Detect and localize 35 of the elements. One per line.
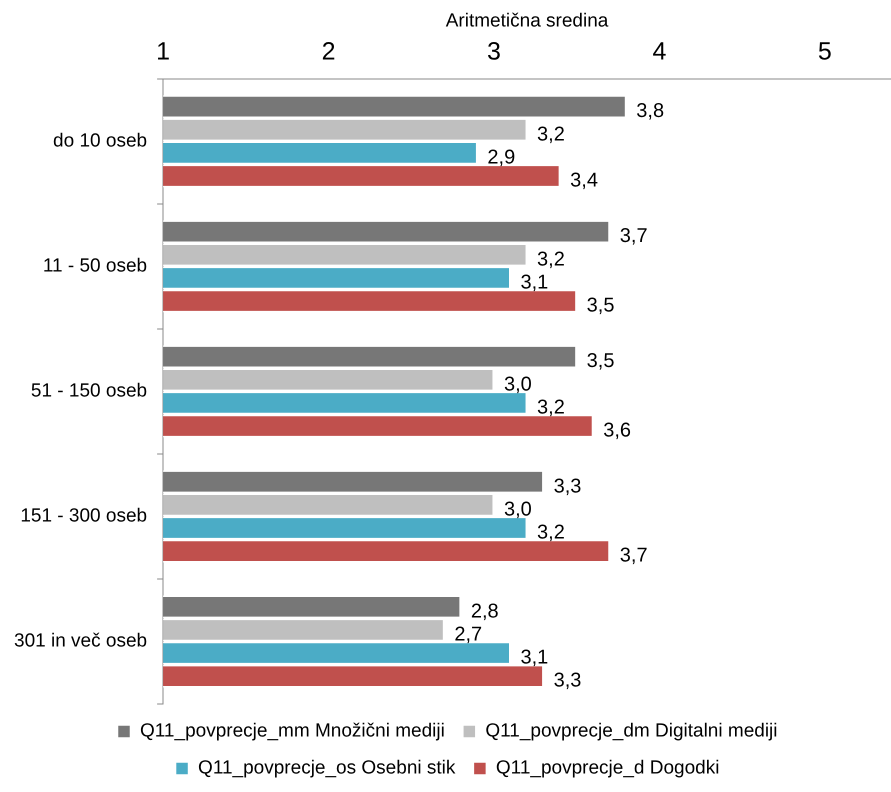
data-label: 3,0 — [504, 498, 532, 520]
data-label: 3,2 — [537, 396, 565, 418]
data-label: 3,5 — [586, 350, 614, 372]
data-label: 3,8 — [636, 100, 664, 122]
x-tick-label: 1 — [156, 38, 170, 66]
data-label: 3,3 — [554, 475, 582, 498]
x-tick-label: 4 — [652, 38, 666, 66]
data-label: 3,2 — [537, 522, 565, 544]
y-tick-label: 301 in več oseb — [14, 630, 148, 652]
data-label: 3,6 — [603, 420, 632, 442]
data-label: 3,1 — [520, 646, 548, 669]
y-tick-label: 11 - 50 oseb — [42, 256, 148, 277]
x-tick-label: 2 — [322, 38, 336, 66]
data-label: 3,0 — [504, 373, 532, 396]
data-label: 2,9 — [487, 146, 516, 168]
y-tick-label: do 10 oseb — [53, 130, 148, 152]
y-tick-label: 51 - 150 oseb — [30, 380, 148, 402]
legend-label: Q11_povprecje_mm Množični mediji — [140, 720, 445, 742]
x-axis-title: Aritmetična sredina — [446, 10, 609, 32]
data-label: 3,2 — [537, 123, 565, 146]
x-tick-label: 5 — [818, 38, 832, 66]
data-label: 3,1 — [520, 271, 548, 294]
legend-label: Q11_povprecje_d Dogodki — [496, 758, 720, 779]
data-label: 3,5 — [586, 294, 614, 317]
data-label: 3,7 — [620, 544, 648, 567]
data-label: 3,4 — [570, 170, 598, 192]
data-label: 3,2 — [537, 248, 565, 270]
legend-label: Q11_povprecje_os Osebni stik — [198, 758, 456, 779]
data-label: 2,7 — [454, 623, 482, 646]
y-tick-label: 151 - 300 oseb — [20, 506, 148, 527]
data-label: 2,8 — [470, 600, 499, 622]
data-label: 3,7 — [620, 225, 648, 248]
data-label: 3,3 — [554, 670, 582, 692]
legend-label: Q11_povprecje_dm Digitalni mediji — [485, 720, 778, 742]
x-tick-label: 3 — [487, 38, 501, 66]
